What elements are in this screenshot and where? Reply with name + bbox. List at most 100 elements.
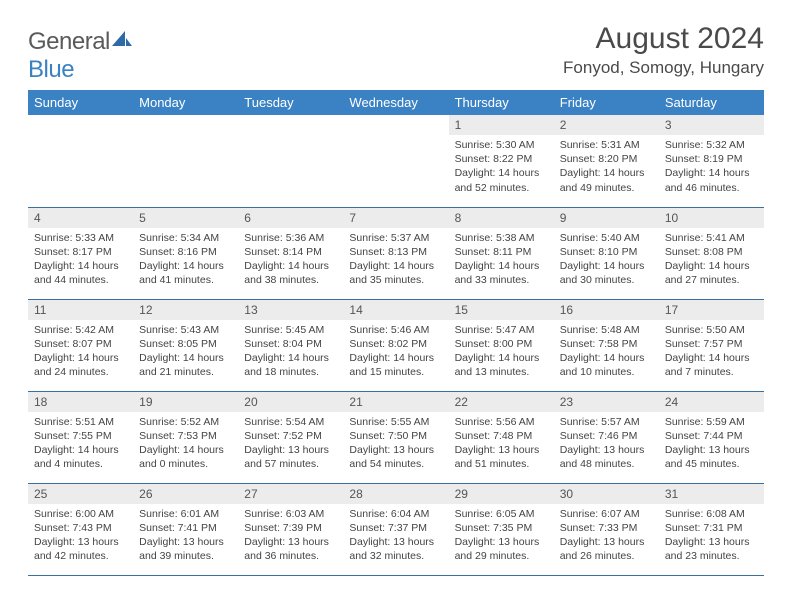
day-info: Sunrise: 5:37 AMSunset: 8:13 PMDaylight:… xyxy=(343,228,448,292)
sunset-text: Sunset: 8:16 PM xyxy=(139,245,232,259)
weekday-header: Friday xyxy=(554,90,659,115)
day-info: Sunrise: 5:40 AMSunset: 8:10 PMDaylight:… xyxy=(554,228,659,292)
daylight-text: Daylight: 14 hours and 41 minutes. xyxy=(139,259,232,287)
day-info: Sunrise: 5:30 AMSunset: 8:22 PMDaylight:… xyxy=(449,135,554,199)
day-info: Sunrise: 5:56 AMSunset: 7:48 PMDaylight:… xyxy=(449,412,554,476)
calendar-week-row: 25Sunrise: 6:00 AMSunset: 7:43 PMDayligh… xyxy=(28,483,764,575)
daylight-text: Daylight: 14 hours and 49 minutes. xyxy=(560,166,653,194)
day-info: Sunrise: 5:50 AMSunset: 7:57 PMDaylight:… xyxy=(659,320,764,384)
daylight-text: Daylight: 13 hours and 26 minutes. xyxy=(560,535,653,563)
day-number: 26 xyxy=(133,484,238,504)
day-number: 11 xyxy=(28,300,133,320)
day-info: Sunrise: 5:59 AMSunset: 7:44 PMDaylight:… xyxy=(659,412,764,476)
sunset-text: Sunset: 8:02 PM xyxy=(349,337,442,351)
calendar-week-row: 18Sunrise: 5:51 AMSunset: 7:55 PMDayligh… xyxy=(28,391,764,483)
day-number: 4 xyxy=(28,208,133,228)
sunrise-text: Sunrise: 5:52 AM xyxy=(139,415,232,429)
sunrise-text: Sunrise: 5:45 AM xyxy=(244,323,337,337)
sunrise-text: Sunrise: 5:46 AM xyxy=(349,323,442,337)
sunrise-text: Sunrise: 5:34 AM xyxy=(139,231,232,245)
day-number: 31 xyxy=(659,484,764,504)
calendar-day-cell: 17Sunrise: 5:50 AMSunset: 7:57 PMDayligh… xyxy=(659,299,764,391)
calendar-day-cell: 11Sunrise: 5:42 AMSunset: 8:07 PMDayligh… xyxy=(28,299,133,391)
daylight-text: Daylight: 14 hours and 46 minutes. xyxy=(665,166,758,194)
daylight-text: Daylight: 13 hours and 45 minutes. xyxy=(665,443,758,471)
day-info: Sunrise: 6:04 AMSunset: 7:37 PMDaylight:… xyxy=(343,504,448,568)
day-info: Sunrise: 5:47 AMSunset: 8:00 PMDaylight:… xyxy=(449,320,554,384)
sunrise-text: Sunrise: 5:48 AM xyxy=(560,323,653,337)
sunrise-text: Sunrise: 6:03 AM xyxy=(244,507,337,521)
calendar-day-cell: 14Sunrise: 5:46 AMSunset: 8:02 PMDayligh… xyxy=(343,299,448,391)
sunset-text: Sunset: 8:13 PM xyxy=(349,245,442,259)
day-info: Sunrise: 5:48 AMSunset: 7:58 PMDaylight:… xyxy=(554,320,659,384)
sunrise-text: Sunrise: 5:54 AM xyxy=(244,415,337,429)
calendar-week-row: 11Sunrise: 5:42 AMSunset: 8:07 PMDayligh… xyxy=(28,299,764,391)
day-number: 21 xyxy=(343,392,448,412)
calendar-day-cell: 23Sunrise: 5:57 AMSunset: 7:46 PMDayligh… xyxy=(554,391,659,483)
day-info: Sunrise: 6:03 AMSunset: 7:39 PMDaylight:… xyxy=(238,504,343,568)
calendar-day-cell: 7Sunrise: 5:37 AMSunset: 8:13 PMDaylight… xyxy=(343,207,448,299)
sunset-text: Sunset: 7:53 PM xyxy=(139,429,232,443)
day-number: 19 xyxy=(133,392,238,412)
day-info: Sunrise: 5:52 AMSunset: 7:53 PMDaylight:… xyxy=(133,412,238,476)
daylight-text: Daylight: 14 hours and 13 minutes. xyxy=(455,351,548,379)
sunset-text: Sunset: 8:04 PM xyxy=(244,337,337,351)
sunset-text: Sunset: 7:57 PM xyxy=(665,337,758,351)
sunrise-text: Sunrise: 5:31 AM xyxy=(560,138,653,152)
daylight-text: Daylight: 14 hours and 52 minutes. xyxy=(455,166,548,194)
daylight-text: Daylight: 14 hours and 44 minutes. xyxy=(34,259,127,287)
day-info: Sunrise: 5:55 AMSunset: 7:50 PMDaylight:… xyxy=(343,412,448,476)
calendar-day-cell: 31Sunrise: 6:08 AMSunset: 7:31 PMDayligh… xyxy=(659,483,764,575)
daylight-text: Daylight: 13 hours and 51 minutes. xyxy=(455,443,548,471)
daylight-text: Daylight: 13 hours and 42 minutes. xyxy=(34,535,127,563)
daylight-text: Daylight: 14 hours and 15 minutes. xyxy=(349,351,442,379)
logo-part1: General xyxy=(28,28,110,55)
header: GeneralBlue August 2024 Fonyod, Somogy, … xyxy=(28,22,764,84)
calendar-day-cell: 20Sunrise: 5:54 AMSunset: 7:52 PMDayligh… xyxy=(238,391,343,483)
sunrise-text: Sunrise: 5:41 AM xyxy=(665,231,758,245)
calendar-day-cell: 29Sunrise: 6:05 AMSunset: 7:35 PMDayligh… xyxy=(449,483,554,575)
day-info: Sunrise: 5:33 AMSunset: 8:17 PMDaylight:… xyxy=(28,228,133,292)
daylight-text: Daylight: 14 hours and 0 minutes. xyxy=(139,443,232,471)
weekday-header: Wednesday xyxy=(343,90,448,115)
logo-sail-icon xyxy=(112,28,132,56)
sunrise-text: Sunrise: 5:38 AM xyxy=(455,231,548,245)
daylight-text: Daylight: 13 hours and 36 minutes. xyxy=(244,535,337,563)
sunset-text: Sunset: 8:17 PM xyxy=(34,245,127,259)
daylight-text: Daylight: 14 hours and 27 minutes. xyxy=(665,259,758,287)
calendar-day-cell xyxy=(238,115,343,207)
sunset-text: Sunset: 8:22 PM xyxy=(455,152,548,166)
day-number: 9 xyxy=(554,208,659,228)
sunrise-text: Sunrise: 5:43 AM xyxy=(139,323,232,337)
daylight-text: Daylight: 14 hours and 38 minutes. xyxy=(244,259,337,287)
day-number: 20 xyxy=(238,392,343,412)
daylight-text: Daylight: 13 hours and 29 minutes. xyxy=(455,535,548,563)
sunrise-text: Sunrise: 5:55 AM xyxy=(349,415,442,429)
sunrise-text: Sunrise: 5:32 AM xyxy=(665,138,758,152)
day-info: Sunrise: 5:41 AMSunset: 8:08 PMDaylight:… xyxy=(659,228,764,292)
daylight-text: Daylight: 13 hours and 48 minutes. xyxy=(560,443,653,471)
sunset-text: Sunset: 8:19 PM xyxy=(665,152,758,166)
daylight-text: Daylight: 13 hours and 32 minutes. xyxy=(349,535,442,563)
calendar-table: Sunday Monday Tuesday Wednesday Thursday… xyxy=(28,90,764,576)
day-info: Sunrise: 6:01 AMSunset: 7:41 PMDaylight:… xyxy=(133,504,238,568)
sunset-text: Sunset: 8:00 PM xyxy=(455,337,548,351)
sunset-text: Sunset: 7:41 PM xyxy=(139,521,232,535)
day-number: 12 xyxy=(133,300,238,320)
sunrise-text: Sunrise: 6:01 AM xyxy=(139,507,232,521)
day-info: Sunrise: 5:34 AMSunset: 8:16 PMDaylight:… xyxy=(133,228,238,292)
sunset-text: Sunset: 7:50 PM xyxy=(349,429,442,443)
daylight-text: Daylight: 14 hours and 4 minutes. xyxy=(34,443,127,471)
calendar-day-cell xyxy=(343,115,448,207)
calendar-day-cell: 22Sunrise: 5:56 AMSunset: 7:48 PMDayligh… xyxy=(449,391,554,483)
calendar-week-row: 1Sunrise: 5:30 AMSunset: 8:22 PMDaylight… xyxy=(28,115,764,207)
sunset-text: Sunset: 8:10 PM xyxy=(560,245,653,259)
calendar-day-cell xyxy=(28,115,133,207)
sunset-text: Sunset: 7:52 PM xyxy=(244,429,337,443)
calendar-day-cell: 26Sunrise: 6:01 AMSunset: 7:41 PMDayligh… xyxy=(133,483,238,575)
calendar-day-cell: 25Sunrise: 6:00 AMSunset: 7:43 PMDayligh… xyxy=(28,483,133,575)
calendar-day-cell: 5Sunrise: 5:34 AMSunset: 8:16 PMDaylight… xyxy=(133,207,238,299)
sunrise-text: Sunrise: 6:00 AM xyxy=(34,507,127,521)
sunrise-text: Sunrise: 5:37 AM xyxy=(349,231,442,245)
day-number: 28 xyxy=(343,484,448,504)
